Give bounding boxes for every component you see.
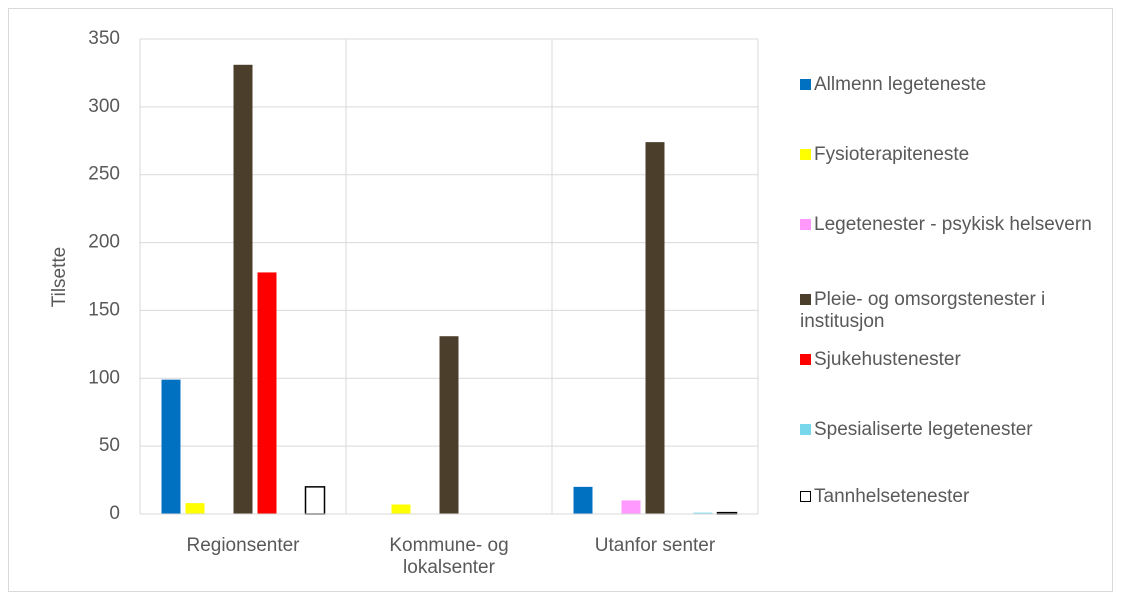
bar [161, 379, 181, 514]
bar [391, 504, 411, 514]
bar [257, 272, 277, 514]
legend-swatch [800, 79, 811, 90]
bar [621, 500, 641, 514]
legend-item: Sjukehustenester [800, 349, 1100, 371]
bar [573, 486, 593, 514]
x-tick-label: Utanfor senter [594, 535, 716, 556]
legend-item: Fysioterapiteneste [800, 144, 1100, 166]
legend-label: Tannhelsetenester [814, 486, 970, 507]
bar [304, 486, 326, 515]
legend-item: Pleie- og omsorgstenester i institusjon [800, 289, 1100, 333]
legend-label: Legetenester - psykisk helsevern [814, 214, 1092, 235]
x-tick-label: Kommune- og lokalsenter [389, 535, 509, 578]
legend-item: Tannhelsetenester [800, 486, 1100, 508]
legend-swatch [800, 219, 811, 230]
y-tick-label: 150 [88, 299, 120, 320]
y-tick-label: 100 [88, 367, 120, 388]
x-tick-label: Regionsenter [186, 535, 300, 556]
y-tick-label: 50 [99, 435, 120, 456]
y-tick-label: 300 [88, 96, 120, 117]
bar [233, 64, 253, 515]
legend-label: Allmenn legeteneste [814, 74, 987, 95]
y-axis-label: Tilsette [49, 247, 70, 308]
legend-label: Sjukehustenester [814, 349, 961, 370]
legend-swatch [800, 294, 811, 305]
legend-item: Spesialiserte legetenester [800, 419, 1100, 441]
legend-swatch [800, 491, 811, 502]
legend-label: Spesialiserte legetenester [814, 419, 1033, 440]
legend-label: Pleie- og omsorgstenester i institusjon [800, 289, 1046, 332]
legend-item: Allmenn legeteneste [800, 74, 1100, 96]
legend-swatch [800, 354, 811, 365]
legend-swatch [800, 424, 811, 435]
y-tick-label: 0 [109, 503, 120, 524]
legend-item: Legetenester - psykisk helsevern [800, 214, 1100, 236]
bar [645, 142, 665, 514]
y-tick-label: 250 [88, 164, 120, 185]
legend-swatch [800, 149, 811, 160]
bar [693, 512, 713, 514]
bar [185, 503, 205, 514]
legend-label: Fysioterapiteneste [814, 144, 970, 165]
y-tick-label: 350 [88, 28, 120, 49]
y-tick-label: 200 [88, 232, 120, 253]
bar [439, 336, 459, 514]
